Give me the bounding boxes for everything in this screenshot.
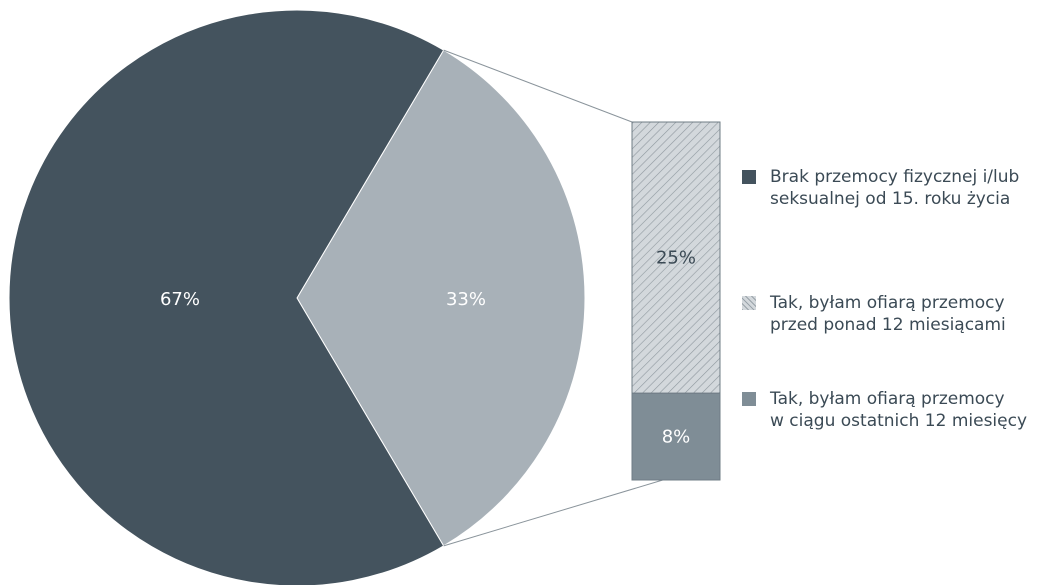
- pie-label-yes: 33%: [446, 289, 486, 310]
- legend-label-no-violence: Brak przemocy fizycznej i/lub seksualnej…: [770, 166, 1048, 210]
- bar-segment-last-12-months: [631, 392, 721, 481]
- legend-swatch-over-12-months: [742, 296, 756, 310]
- bar-segment-over-12-months: [631, 121, 721, 394]
- bar-label-over-12-months: 25%: [656, 248, 696, 269]
- legend-label-last-12-months: Tak, byłam ofiarą przemocy w ciągu ostat…: [770, 388, 1048, 432]
- pie: 33% 67%: [8, 9, 586, 585]
- legend-swatch-no-violence: [742, 170, 756, 184]
- legend-label-line: przed ponad 12 miesiącami: [770, 315, 1006, 335]
- connector-line-bottom: [443, 479, 663, 547]
- legend-label-line: Tak, byłam ofiarą przemocy: [770, 293, 1005, 313]
- pie-slice-yes: [296, 49, 586, 547]
- legend-swatch-last-12-months: [742, 392, 756, 406]
- legend: Brak przemocy fizycznej i/lub seksualnej…: [742, 0, 1048, 585]
- legend-label-line: seksualnej od 15. roku życia: [770, 189, 1011, 209]
- legend-label-line: Tak, byłam ofiarą przemocy: [770, 389, 1005, 409]
- pie-label-no-violence: 67%: [160, 289, 200, 310]
- connector-line-top: [443, 49, 633, 123]
- pie-slice-no-violence: [8, 9, 445, 585]
- legend-label-line: Brak przemocy fizycznej i/lub: [770, 167, 1020, 187]
- bar-label-last-12-months: 8%: [662, 427, 691, 448]
- connector-lines: [443, 49, 663, 547]
- legend-label-over-12-months: Tak, byłam ofiarą przemocy przed ponad 1…: [770, 292, 1048, 336]
- legend-label-line: w ciągu ostatnich 12 miesięcy: [770, 411, 1028, 431]
- breakdown-bar: 25% 8%: [631, 121, 721, 481]
